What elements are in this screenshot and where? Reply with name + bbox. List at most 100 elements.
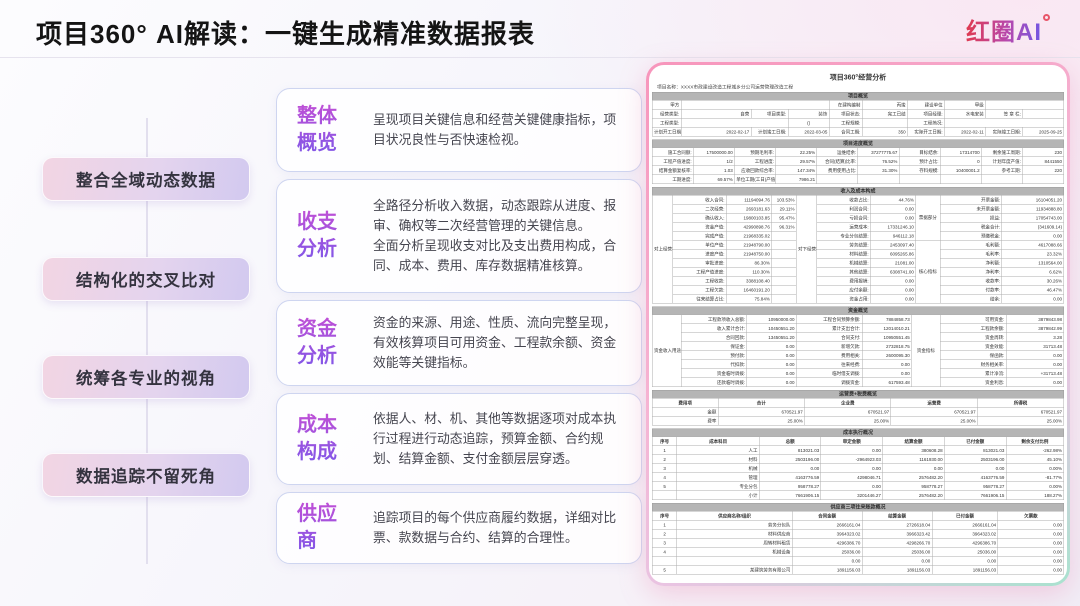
pills-connector-line	[146, 118, 148, 564]
feature-card-funds: 资金 分析 资金的来源、用途、性质、流向完整呈现，有效核算项目可用资金、工程款余…	[276, 300, 642, 386]
report-cell: 单位产值:	[672, 240, 727, 250]
report-cell: 序号	[652, 436, 678, 446]
report-table: 施工合同额: 17500000.00 预期毛利率: 22.25% 运维结余: 372777…	[652, 147, 1064, 184]
report-cell: 项目类型:	[750, 109, 789, 119]
report-cell: 资金产值:	[672, 222, 727, 232]
report-cell: 资金收入用途	[652, 314, 682, 387]
report-cell: 损益:	[940, 213, 1003, 223]
report-cell: 3388108.40	[726, 276, 772, 286]
report-cell: 材料结算:	[816, 249, 871, 259]
report-cell: 票据部分	[915, 195, 941, 241]
report-cell: 甲方	[652, 100, 682, 110]
report-cell: 31.30%	[857, 165, 900, 175]
report-cell: 4163776.59	[944, 472, 1007, 482]
report-cell: 0.00	[870, 285, 916, 295]
feature-heading: 收支 分析	[297, 209, 359, 263]
report-cell: 17331246.10	[870, 222, 916, 232]
report-cell: 96.31%	[771, 222, 797, 232]
report-cell: 存料规模:	[898, 165, 941, 175]
pill-multi-view: 统筹各专业的视角	[42, 355, 250, 399]
report-cell: 对下经营概况	[796, 195, 818, 304]
report-cell: 已付金额	[944, 436, 1007, 446]
report-cell: 1/2	[693, 156, 735, 166]
report-cell: 施工合同额:	[652, 147, 694, 157]
report-cell	[857, 174, 900, 184]
report-cell: 净利额:	[940, 258, 1003, 268]
report-cell: 实际竣工日期:	[985, 127, 1023, 137]
report-cell: 0.00	[820, 445, 883, 455]
report-cell	[771, 249, 797, 259]
report-cell: 617593.48	[861, 377, 912, 387]
brand-logo: 红圈AI	[966, 12, 1050, 47]
report-cell: 专业分包	[676, 481, 760, 491]
report-cell: (341609.14)	[1001, 222, 1064, 232]
feature-description: 呈现项目关键信息和经营关键健康指标，项目状况良性与否快速检视。	[373, 112, 617, 147]
report-cell: 11934888.80	[1001, 204, 1064, 214]
report-cell: 预计占比:	[898, 156, 941, 166]
report-cell: 利润合同:	[816, 204, 871, 214]
report-section-band: 收入及成本构成	[652, 187, 1064, 195]
report-cell: 2	[652, 529, 678, 539]
report-grid: 项目概览 甲方 在建构编制 丙竣 建设单位 甲级 经营类型: 自营 项目类型: 装饰 项目状态: 完工…	[652, 92, 1064, 578]
report-cell: 3879842.99	[1005, 323, 1064, 333]
report-cell: 3964323.02	[791, 529, 863, 539]
report-cell: 2666161.04	[791, 520, 863, 530]
report-cell: 工程简况:	[907, 118, 945, 128]
report-cell: 甲级	[944, 100, 986, 110]
report-cell	[771, 285, 797, 295]
report-cell: +31713.48	[1005, 368, 1064, 378]
report-cell: 材料	[676, 454, 760, 464]
report-cell: 23.32%	[1001, 249, 1064, 259]
report-cell: 0.00	[746, 377, 797, 387]
report-cell: 序号	[652, 511, 678, 521]
report-cell: 材料供应商	[676, 529, 793, 539]
report-cell: 其他结算:	[816, 267, 871, 277]
report-cell: 累计净流:	[940, 368, 1007, 378]
report-table: 甲方 在建构编制 丙竣 建设单位 甲级 经营类型: 自营 项目类型: 装饰 项目状态: 完工已结 项目…	[652, 100, 1064, 137]
report-cell: 670521.97	[890, 407, 978, 417]
report-cell: 亏损合同:	[816, 213, 871, 223]
report-cell: 工程规模:	[828, 118, 863, 128]
report-cell: 2576482.20	[882, 472, 945, 482]
report-cell: 4163776.59	[758, 472, 822, 482]
report-cell: 3.28	[1005, 332, 1064, 342]
report-cell: 25.00%	[977, 416, 1064, 426]
report-cell: 44.76%	[870, 195, 916, 205]
report-cell: 费率	[652, 416, 719, 426]
feature-description: 追踪项目的每个供应商履约数据，详细对比票、款数据与合约、结算的合理性。	[373, 510, 617, 545]
report-cell: 6.62%	[1001, 267, 1064, 277]
report-cell: 合同工期:	[828, 127, 863, 137]
report-cell: 103.53%	[771, 195, 797, 205]
report-cell: 工程类型:	[652, 118, 682, 128]
report-cell: 运维结余:	[816, 147, 859, 157]
report-cell: 10400001.2	[940, 165, 982, 175]
report-cell	[981, 174, 1023, 184]
report-cell: 核心指标	[915, 240, 941, 304]
report-cell: 所得税	[977, 398, 1064, 408]
report-cell: 费用相关:	[796, 350, 863, 360]
report-cell: 21968335.02	[726, 231, 772, 241]
report-cell: 8441550	[1022, 156, 1064, 166]
report-cell: 13450551.20	[746, 332, 797, 342]
report-cell: 2576482.20	[882, 490, 945, 500]
report-cell: 17054743.00	[1001, 213, 1064, 223]
report-cell: 预期毛利率:	[734, 147, 776, 157]
report-cell: 0.00	[997, 529, 1064, 539]
report-cell: 累计支出合计:	[796, 323, 863, 333]
report-cell: 工程款项收入总额:	[680, 314, 748, 324]
report-project-name: 项目名称：XXXX市政建设改造工程城乡分公司运营管理改造工程	[657, 84, 794, 91]
report-table: 序号 供应商名称/组织 合同金额 结算金额 已付金额 欠票款 1 劳务分包队 2666161.0…	[652, 511, 1064, 575]
report-cell: 2025-09-25	[1022, 127, 1064, 137]
report-cell: 可用资金:	[940, 314, 1007, 324]
report-cell: 958778.27	[882, 481, 945, 491]
report-cell: 21081.00	[870, 258, 916, 268]
report-cell: 3964323.02	[931, 529, 999, 539]
report-cell: 230	[1022, 147, 1064, 157]
report-cell: 0.00%	[1005, 463, 1064, 473]
report-cell: 95.47%	[771, 213, 797, 223]
report-cell	[985, 100, 1064, 110]
report-cell: 0.00	[997, 547, 1064, 557]
report-cell: 合同金额	[791, 511, 863, 521]
report-cell: 1891156.03	[861, 565, 933, 575]
